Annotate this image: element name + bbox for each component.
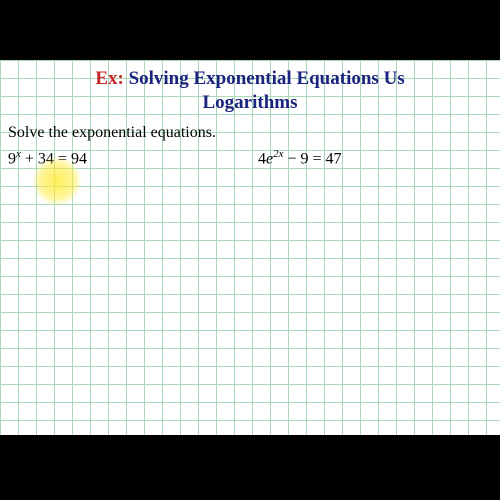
slide-content: Ex: Solving Exponential Equations Us Log…: [0, 60, 500, 168]
title-prefix: Ex:: [95, 68, 124, 89]
eq2-coef: 4: [258, 150, 266, 167]
slide-viewport: Ex: Solving Exponential Equations Us Log…: [0, 60, 500, 435]
eq1-base: 9: [8, 150, 16, 167]
equation-2: 4e2x − 9 = 47: [258, 148, 342, 168]
eq1-rest: + 34 = 94: [21, 150, 87, 167]
title-line-2: Logarithms: [0, 92, 500, 114]
equation-1: 9x + 34 = 94: [8, 148, 258, 168]
instruction-text: Solve the exponential equations.: [0, 124, 500, 142]
equations-row: 9x + 34 = 94 4e2x − 9 = 47: [0, 148, 500, 168]
eq2-exponent: 2x: [273, 148, 283, 160]
eq2-rest: − 9 = 47: [284, 150, 342, 167]
title-text-1: Solving Exponential Equations Us: [129, 68, 405, 89]
title-line-1: Ex: Solving Exponential Equations Us: [0, 60, 500, 90]
